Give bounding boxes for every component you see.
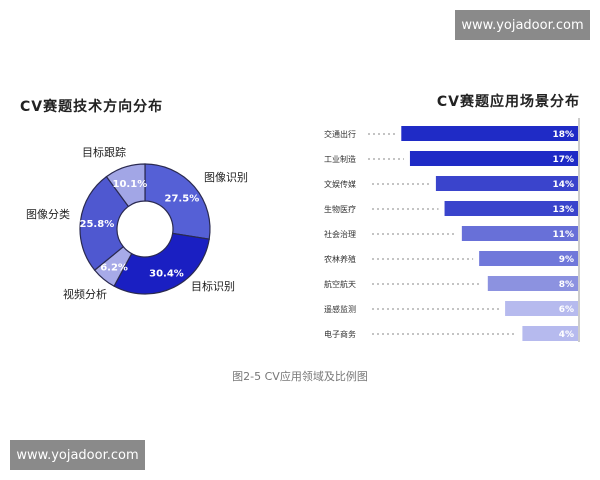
slice-category-label: 图像分类 — [26, 207, 70, 221]
bar-category-label: 交通出行 — [324, 129, 356, 139]
bar-category-label: 航空航天 — [324, 279, 356, 289]
bar — [435, 176, 578, 191]
bar-category-label: 生物医疗 — [324, 204, 356, 214]
bar — [479, 251, 578, 266]
slice-category-label: 视频分析 — [63, 287, 107, 301]
donut-slice — [105, 163, 146, 208]
pie-chart-title: CV赛题技术方向分布 — [20, 99, 164, 115]
bar — [505, 301, 578, 316]
bar — [409, 151, 578, 166]
slice-value-label: 30.4% — [149, 268, 184, 279]
bar-category-label: 农林养殖 — [324, 254, 356, 264]
bar-value-label: 18% — [552, 130, 574, 140]
bar-value-label: 6% — [559, 305, 574, 315]
bar-category-label: 遥感监测 — [324, 304, 356, 314]
bar — [401, 126, 578, 141]
bar-category-label: 工业制造 — [324, 154, 356, 164]
bar — [444, 201, 578, 216]
watermark-bottom: www.yojadoor.com — [10, 440, 145, 470]
bar-value-label: 13% — [552, 205, 574, 215]
bar — [487, 276, 578, 291]
slice-category-label: 目标识别 — [191, 279, 235, 293]
bar-value-label: 9% — [559, 255, 574, 265]
bar — [461, 226, 578, 241]
bar — [522, 326, 578, 341]
slice-value-label: 25.8% — [80, 219, 115, 230]
donut-slice — [144, 163, 211, 240]
slice-category-label: 图像识别 — [204, 171, 248, 184]
slice-value-label: 10.1% — [113, 179, 148, 190]
slice-value-label: 27.5% — [165, 194, 200, 205]
bar-chart-title: CV赛题应用场景分布 — [436, 94, 580, 110]
bar-category-label: 电子商务 — [324, 329, 356, 339]
bar-value-label: 14% — [552, 180, 574, 190]
donut-slice — [113, 232, 210, 295]
figure-caption: 图2-5 CV应用领域及比例图 — [232, 370, 368, 383]
bar-value-label: 4% — [559, 330, 574, 340]
donut-slice — [79, 175, 130, 271]
watermark-top: www.yojadoor.com — [455, 10, 590, 40]
bar-value-label: 11% — [552, 230, 574, 240]
bar-category-label: 文娱传媒 — [324, 179, 356, 189]
slice-value-label: 6.2% — [100, 262, 128, 273]
bar-value-label: 8% — [559, 280, 574, 290]
slice-category-label: 目标跟踪 — [82, 145, 126, 159]
bar-category-label: 社会治理 — [324, 229, 356, 239]
bar-value-label: 17% — [552, 155, 574, 165]
